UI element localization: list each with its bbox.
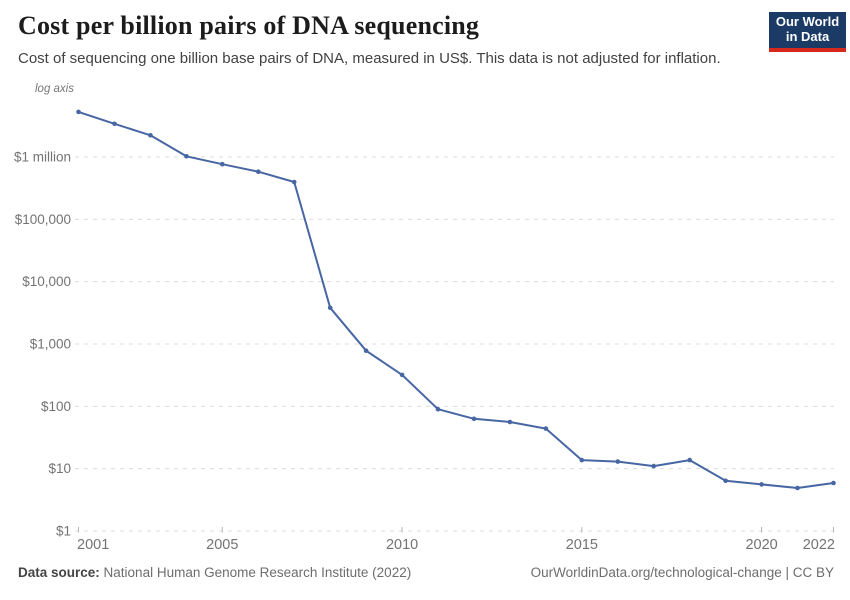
data-point-2012[interactable] — [471, 416, 477, 422]
data-point-2019[interactable] — [723, 478, 728, 484]
data-point-2017[interactable] — [651, 463, 656, 469]
data-point-2015[interactable] — [579, 457, 585, 463]
y-axis-tick-label: $10,000 — [22, 274, 71, 289]
owid-logo-line1: Our World — [775, 14, 840, 30]
x-axis-tick-label: 2020 — [745, 537, 777, 553]
y-axis-tick-label: $10 — [48, 461, 71, 476]
y-axis-tick-label: $100,000 — [15, 212, 71, 227]
owid-logo[interactable]: Our World in Data — [769, 12, 846, 52]
data-source-text: National Human Genome Research Institute… — [103, 565, 412, 580]
data-point-2001[interactable] — [76, 109, 81, 115]
data-point-2005[interactable] — [220, 161, 225, 167]
data-source: Data source: National Human Genome Resea… — [18, 565, 411, 580]
data-point-2014[interactable] — [543, 426, 549, 431]
x-axis-tick-label: 2010 — [386, 537, 418, 553]
x-axis-tick-label: 2005 — [206, 537, 238, 553]
x-axis-tick-label: 2015 — [566, 537, 598, 553]
owid-url-link[interactable]: OurWorldinData.org/technological-change … — [530, 565, 834, 580]
data-point-2006[interactable] — [255, 169, 261, 174]
owid-logo-line2: in Data — [785, 29, 830, 44]
chart-subtitle: Cost of sequencing one billion base pair… — [18, 50, 721, 67]
data-point-2009[interactable] — [363, 348, 369, 354]
data-point-2003[interactable] — [148, 133, 153, 138]
log-axis-note: log axis — [35, 83, 74, 95]
y-axis-tick-label: $100 — [41, 399, 71, 414]
data-point-2022[interactable] — [831, 480, 836, 486]
data-point-2011[interactable] — [435, 406, 441, 412]
data-point-2008[interactable] — [327, 305, 333, 311]
data-point-2007[interactable] — [291, 179, 297, 185]
x-axis-tick-label: 2001 — [77, 537, 109, 553]
data-point-2013[interactable] — [507, 419, 513, 425]
data-point-2004[interactable] — [184, 154, 189, 159]
chart-footer: Data source: National Human Genome Resea… — [18, 565, 834, 580]
y-axis-tick-label: $1 — [56, 524, 71, 539]
data-point-2010[interactable] — [399, 372, 405, 378]
data-point-2018[interactable] — [687, 457, 692, 463]
owid-logo-text: Our World in Data — [775, 14, 840, 45]
y-axis-tick-label: $1,000 — [30, 337, 71, 352]
cost-line[interactable] — [77, 110, 835, 489]
y-axis-tick-label: $1 million — [14, 150, 71, 165]
data-point-2002[interactable] — [112, 121, 117, 127]
data-point-2016[interactable] — [615, 459, 621, 464]
chart-title: Cost per billion pairs of DNA sequencing — [18, 11, 480, 40]
x-axis-tick-label: 2022 — [803, 537, 835, 553]
data-point-2021[interactable] — [795, 485, 800, 491]
data-point-2020[interactable] — [759, 482, 764, 487]
data-source-label: Data source: — [18, 565, 100, 580]
